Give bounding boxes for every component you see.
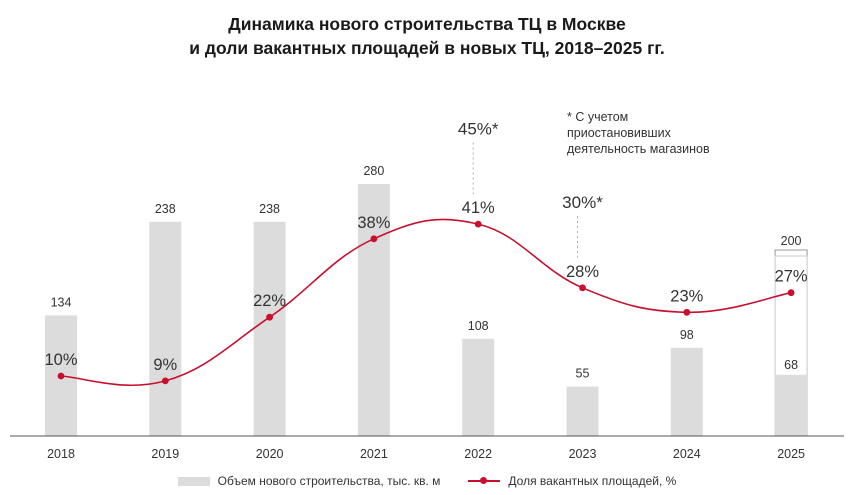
vacancy-label-2022: 41%: [462, 199, 495, 217]
vacancy-label-2023: 28%: [566, 263, 599, 281]
bar-total-label-2025: 200: [781, 234, 802, 248]
footnote: * С учетом приостановивших деятельность …: [567, 110, 710, 156]
vacancy-label-2018: 10%: [44, 351, 77, 369]
bar-2025: [775, 374, 808, 436]
legend-item-line: Доля вакантных площадей, %: [468, 474, 676, 488]
vacancy-label-2025: 27%: [775, 268, 808, 286]
vacancy-point-2020: [266, 313, 273, 321]
x-tick-label-2020: 2020: [256, 447, 284, 461]
vacancy-label-2020: 22%: [253, 292, 286, 310]
vacancy-point-2021: [370, 235, 378, 243]
bar-value-label-2020: 238: [259, 202, 280, 216]
chart-title: Динамика нового строительства ТЦ в Москв…: [0, 12, 854, 60]
vacancy-label-2019: 9%: [153, 356, 177, 374]
bars-layer: [45, 184, 808, 437]
vacancy-point-2025: [787, 289, 795, 297]
label-layer: 134 2018 238 2019 238 2020 280 2021 108 2022 55 202…: [44, 120, 807, 462]
legend: Объем нового строительства, тыс. кв. м Д…: [0, 474, 854, 488]
bar-value-label-2019: 238: [155, 202, 176, 216]
bar-bracket-2025: [774, 249, 808, 256]
x-tick-label-2018: 2018: [47, 447, 75, 461]
bar-value-label-2025: 68: [784, 358, 798, 372]
x-tick-label-2025: 2025: [777, 447, 805, 461]
bar-value-label-2023: 55: [576, 367, 590, 381]
vacancy-point-2018: [57, 372, 65, 380]
chart-title-line-1: Динамика нового строительства ТЦ в Москв…: [228, 14, 626, 34]
bar-value-label-2021: 280: [363, 164, 384, 178]
combo-chart: 134 2018 238 2019 238 2020 280 2021 108 2022 55 202…: [10, 110, 844, 462]
footnote-line-1: * С учетом: [567, 110, 628, 124]
chart-title-line-2: и доли вакантных площадей в новых ТЦ, 20…: [189, 38, 665, 58]
x-tick-label-2023: 2023: [569, 447, 597, 461]
footnote-line-3: деятельность магазинов: [567, 142, 710, 156]
legend-line-swatch: [468, 476, 501, 486]
vacancy-label-2021: 38%: [357, 214, 390, 232]
vacancy-point-2022: [474, 220, 482, 228]
bar-2023: [566, 386, 599, 436]
x-tick-label-2022: 2022: [464, 447, 492, 461]
bar-2022: [462, 338, 495, 436]
x-tick-label-2019: 2019: [151, 447, 179, 461]
bar-value-label-2018: 134: [51, 295, 72, 309]
bar-2021: [357, 184, 390, 436]
alt-value-label-2022: 45%*: [458, 120, 499, 139]
vacancy-label-2024: 23%: [670, 287, 703, 305]
alt-value-label-2023: 30%*: [562, 193, 603, 212]
vacancy-point-2023: [579, 284, 586, 292]
line-layer: [57, 218, 795, 387]
vacancy-point-2024: [683, 308, 691, 316]
legend-item-bars: Объем нового строительства, тыс. кв. м: [177, 474, 441, 488]
footnote-line-2: приостановивших: [567, 126, 672, 140]
bar-2019: [149, 221, 182, 436]
x-tick-label-2024: 2024: [673, 447, 701, 461]
vacancy-line: [60, 218, 792, 387]
vacancy-point-2019: [161, 377, 169, 385]
legend-bar-swatch: [177, 476, 210, 486]
annotation-layer: [472, 142, 808, 258]
bar-value-label-2024: 98: [680, 328, 694, 342]
legend-bars-label: Объем нового строительства, тыс. кв. м: [217, 474, 441, 488]
bar-2024: [670, 347, 703, 436]
x-tick-label-2021: 2021: [360, 447, 388, 461]
bar-value-label-2022: 108: [468, 319, 489, 333]
legend-line-label: Доля вакантных площадей, %: [508, 474, 677, 488]
bar-2020: [253, 221, 286, 436]
